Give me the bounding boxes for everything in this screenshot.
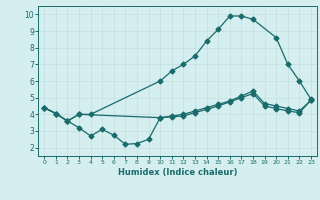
X-axis label: Humidex (Indice chaleur): Humidex (Indice chaleur) xyxy=(118,168,237,177)
